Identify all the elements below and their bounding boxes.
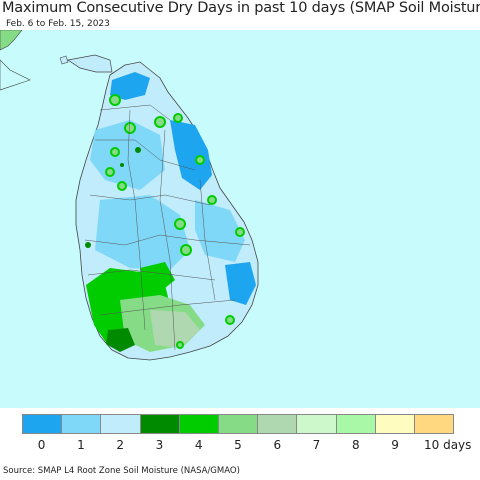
legend-label-2: 2 bbox=[116, 438, 125, 452]
jaffna-peninsula bbox=[67, 54, 113, 73]
legend-swatch-3 bbox=[140, 415, 180, 433]
legend-swatch-5 bbox=[218, 415, 259, 433]
green-spot bbox=[117, 181, 127, 191]
map-subtitle: Feb. 6 to Feb. 15, 2023 bbox=[6, 19, 110, 29]
legend-label-5: 5 bbox=[234, 438, 242, 452]
legend-label-0: 0 bbox=[37, 438, 46, 452]
dark-green-spot bbox=[135, 147, 141, 153]
blue-zone-east bbox=[170, 120, 212, 190]
legend-label-3: 3 bbox=[155, 438, 164, 452]
green-spot bbox=[225, 315, 235, 325]
legend-swatch-9 bbox=[375, 415, 415, 433]
green-spot bbox=[124, 122, 136, 134]
dark-green-spot bbox=[85, 242, 91, 248]
legend-bar bbox=[22, 414, 454, 434]
legend-swatch-6 bbox=[258, 415, 298, 433]
green-spot bbox=[105, 167, 115, 177]
legend-swatch-0 bbox=[23, 415, 63, 433]
legend-label-4: 4 bbox=[194, 438, 203, 452]
legend-label-6: 6 bbox=[273, 438, 282, 452]
dark-green-spot bbox=[120, 163, 124, 167]
green-spot bbox=[207, 195, 217, 205]
green-spot bbox=[110, 147, 120, 157]
legend-swatch-10 bbox=[414, 415, 454, 433]
district-boundaries bbox=[84, 104, 251, 351]
green-spot bbox=[235, 227, 245, 237]
legend-swatch-4 bbox=[179, 415, 219, 433]
source-note: Source: SMAP L4 Root Zone Soil Moisture … bbox=[3, 466, 240, 476]
green-spot bbox=[176, 341, 184, 349]
light-blue-zone-2 bbox=[95, 195, 190, 270]
legend-swatch-7 bbox=[297, 415, 337, 433]
blue-zone-southeast bbox=[225, 262, 256, 305]
blue-zone-north bbox=[110, 72, 150, 100]
island-north bbox=[59, 55, 69, 65]
green-zone-central bbox=[140, 262, 175, 292]
legend-swatch-2 bbox=[101, 415, 141, 433]
legend-label-9: 9 bbox=[391, 438, 399, 452]
dark-green-spot-south bbox=[106, 328, 135, 352]
map-title: Maximum Consecutive Dry Days in past 10 … bbox=[2, 0, 480, 16]
legend-labels: 0 1 2 3 4 5 6 7 8 9 10 days bbox=[22, 438, 472, 456]
sri-lanka-map bbox=[0, 30, 480, 408]
legend-swatch-1 bbox=[62, 415, 102, 433]
india-coast bbox=[0, 30, 23, 51]
green-spot bbox=[195, 155, 205, 165]
legend-label-7: 7 bbox=[312, 438, 321, 452]
green-spot bbox=[173, 113, 183, 123]
green-spot bbox=[174, 218, 186, 230]
green-spot bbox=[180, 244, 192, 256]
grey-green-zone-south bbox=[150, 310, 200, 348]
green-spot bbox=[109, 94, 121, 106]
india-coast-land bbox=[0, 59, 31, 91]
green-spot bbox=[154, 116, 166, 128]
legend-label-8: 8 bbox=[351, 438, 360, 452]
light-blue-zone-3 bbox=[195, 200, 245, 262]
legend-label-10: 10 days bbox=[424, 438, 472, 452]
legend-label-1: 1 bbox=[77, 438, 85, 452]
legend-swatch-8 bbox=[336, 415, 376, 433]
